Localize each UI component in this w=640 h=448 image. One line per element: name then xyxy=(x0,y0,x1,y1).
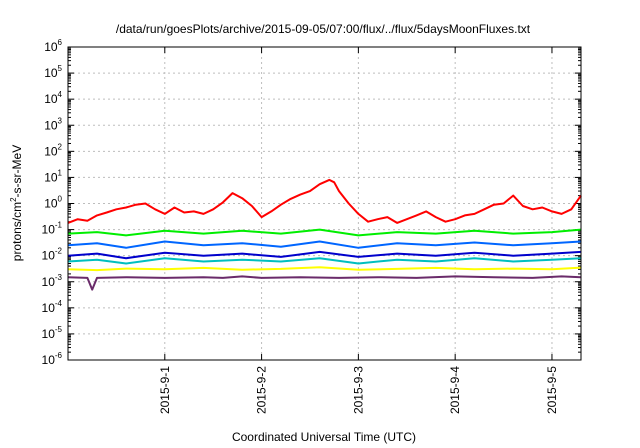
y-tick-label-base: 10 xyxy=(42,353,56,367)
y-tick-label: 10-1 xyxy=(42,221,63,237)
y-tick-label-base: 10 xyxy=(42,327,56,341)
y-tick-label: 10-4 xyxy=(42,299,63,315)
x-axis-label: Coordinated Universal Time (UTC) xyxy=(232,430,416,444)
y-tick-label: 10-6 xyxy=(42,351,63,367)
x-tick-label: 2015-9-1 xyxy=(158,366,172,414)
y-tick-label: 101 xyxy=(44,168,62,184)
y-tick-label-base: 10 xyxy=(44,92,58,106)
y-tick-label-exp: -5 xyxy=(55,325,63,334)
y-tick-label-exp: -6 xyxy=(55,351,63,360)
series-lines xyxy=(67,178,582,291)
x-ticks: 2015-9-1 2015-9-2 2015-9-3 2015-9-4 2015-9-5 xyxy=(158,47,559,414)
y-tick-label-exp: 0 xyxy=(58,195,63,204)
y-tick-label-exp: -2 xyxy=(55,247,63,256)
plot-frame xyxy=(67,46,582,361)
y-tick-label-base: 10 xyxy=(42,275,56,289)
y-tick-label: 10-3 xyxy=(42,273,63,289)
series-line-1 xyxy=(67,266,582,272)
y-tick-label-exp: -1 xyxy=(55,221,63,230)
series-line-4 xyxy=(67,240,582,249)
y-tick-label: 105 xyxy=(44,64,62,80)
y-tick-label-exp: -4 xyxy=(55,299,63,308)
y-axis-label-base: protons/cm xyxy=(10,202,24,261)
y-tick-label-base: 10 xyxy=(44,118,58,132)
y-tick-label: 100 xyxy=(44,195,62,211)
y-tick-label-exp: 3 xyxy=(58,116,63,125)
chart-title: /data/run/goesPlots/archive/2015-09-05/0… xyxy=(116,22,531,36)
y-tick-label: 103 xyxy=(44,116,62,132)
y-tick-label-exp: 5 xyxy=(58,64,63,73)
x-tick-label: 2015-9-3 xyxy=(351,366,365,414)
y-tick-label-base: 10 xyxy=(42,249,56,263)
y-tick-label-exp: 2 xyxy=(58,142,63,151)
y-tick-label-base: 10 xyxy=(44,40,58,54)
y-tick-label: 102 xyxy=(44,142,62,158)
y-tick-label-exp: 4 xyxy=(58,90,63,99)
y-tick-label-base: 10 xyxy=(42,223,56,237)
series-line-3 xyxy=(67,250,582,260)
y-tick-label-base: 10 xyxy=(44,66,58,80)
x-tick-label: 2015-9-4 xyxy=(448,366,462,414)
y-tick-label-base: 10 xyxy=(44,170,58,184)
y-tick-label: 10-2 xyxy=(42,247,63,263)
y-axis-label-sup: 2 xyxy=(9,197,18,202)
y-tick-label-exp: 6 xyxy=(58,38,63,47)
y-tick-label: 104 xyxy=(44,90,62,106)
y-axis-label: protons/cm2-s-sr-MeV xyxy=(9,145,24,261)
x-tick-label: 2015-9-5 xyxy=(545,366,559,414)
series-line-2 xyxy=(67,257,582,265)
y-tick-label-base: 10 xyxy=(44,197,58,211)
y-ticks: 10610510410310210110010-110-210-310-410-… xyxy=(42,38,581,367)
series-line-6 xyxy=(67,178,582,224)
y-tick-label: 106 xyxy=(44,38,62,54)
y-tick-label-exp: 1 xyxy=(58,168,63,177)
series-line-5 xyxy=(67,228,582,237)
y-tick-label-base: 10 xyxy=(44,144,58,158)
y-tick-label-exp: -3 xyxy=(55,273,63,282)
y-tick-label-base: 10 xyxy=(42,301,56,315)
y-axis-label-rest: -s-sr-MeV xyxy=(10,145,24,198)
y-tick-label: 10-5 xyxy=(42,325,63,341)
x-tick-label: 2015-9-2 xyxy=(255,366,269,414)
series-line-0 xyxy=(67,275,582,291)
